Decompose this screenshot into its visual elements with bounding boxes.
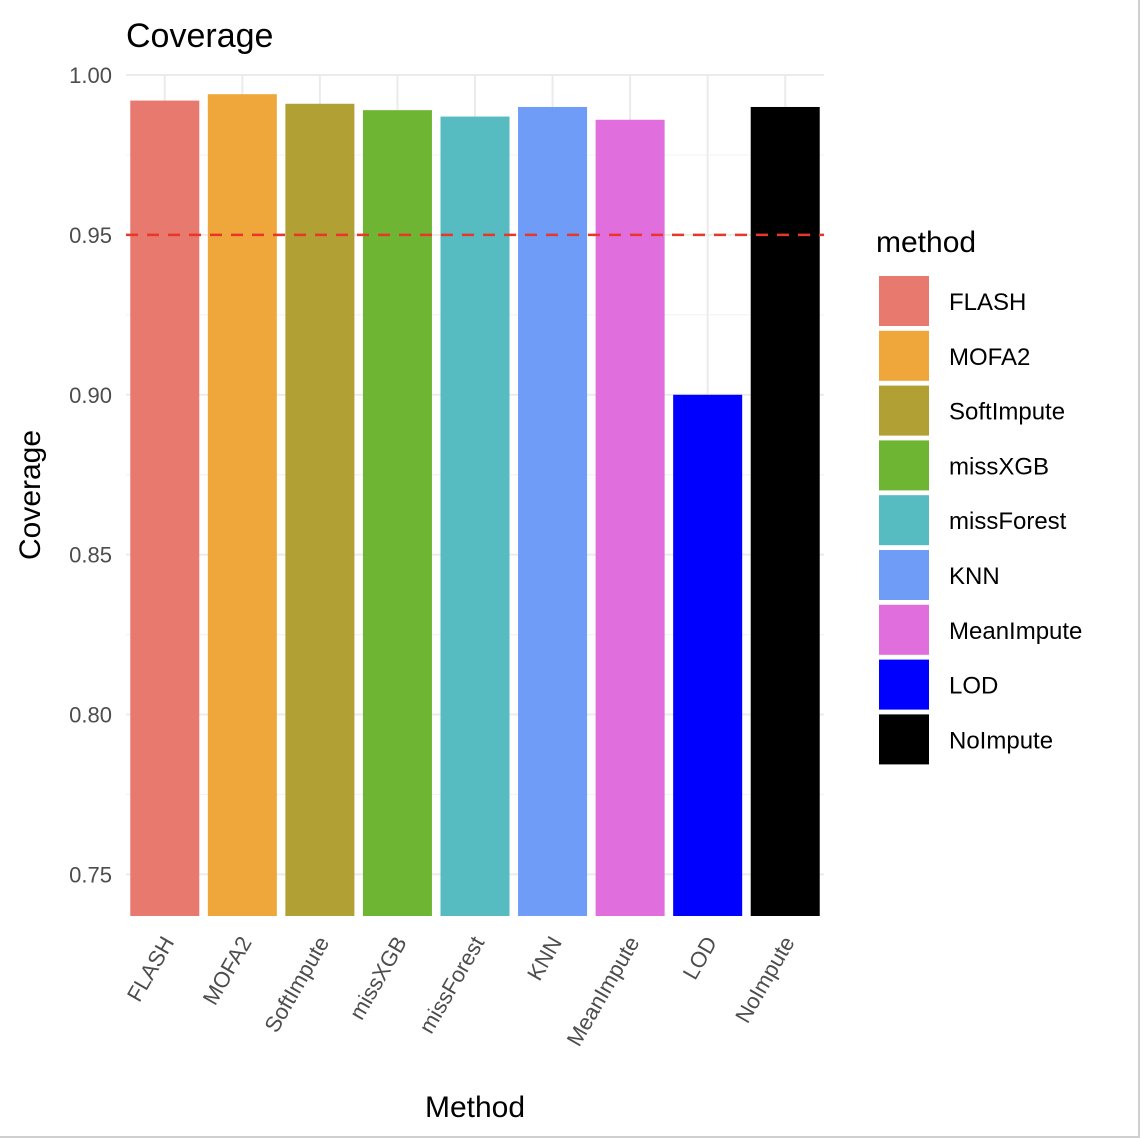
bars [130, 94, 820, 917]
x-tick-label: MOFA2 [198, 932, 257, 1009]
bar-MOFA2 [207, 94, 277, 917]
y-tick-label: 1.00 [69, 63, 112, 88]
x-axis-title: Method [425, 1091, 525, 1124]
bar-missXGB [362, 110, 432, 916]
bar-MeanImpute [595, 119, 665, 916]
legend-key-missXGB [879, 440, 929, 491]
legend-label-MeanImpute: MeanImpute [949, 618, 1082, 645]
x-tick-label: FLASH [122, 932, 179, 1006]
bar-SoftImpute [285, 103, 355, 916]
y-tick-label: 0.95 [69, 223, 112, 248]
x-tick-label: LOD [678, 932, 722, 984]
legend-label-missXGB: missXGB [949, 453, 1049, 480]
x-tick-label: SoftImpute [259, 932, 334, 1037]
bar-missForest [440, 116, 510, 917]
y-axis-ticks: 0.75 0.80 0.85 0.90 0.95 1.00 [69, 63, 112, 887]
y-tick-label: 0.90 [69, 383, 112, 408]
y-tick-label: 0.85 [69, 543, 112, 568]
bar-FLASH [130, 100, 200, 917]
legend-key-missForest [879, 495, 929, 546]
x-tick-label: missForest [414, 932, 489, 1038]
bar-NoImpute [750, 106, 820, 917]
chart-title: Coverage [126, 17, 273, 55]
x-tick-label: NoImpute [730, 932, 799, 1027]
y-tick-label: 0.75 [69, 862, 112, 887]
x-axis-ticks: FLASH MOFA2 SoftImpute missXGB missForest KNN… [122, 932, 800, 1050]
legend-key-LOD [879, 659, 929, 710]
x-tick-label: missXGB [344, 932, 411, 1024]
legend-key-MOFA2 [879, 330, 929, 381]
legend-key-FLASH [879, 276, 929, 326]
y-axis-title: Coverage [14, 430, 47, 560]
legend-key-MeanImpute [879, 604, 929, 655]
legend-label-MOFA2: MOFA2 [949, 344, 1030, 371]
legend-key-SoftImpute [879, 385, 929, 436]
y-tick-label: 0.80 [69, 703, 112, 728]
legend-label-SoftImpute: SoftImpute [949, 399, 1065, 426]
legend-label-KNN: KNN [949, 563, 1000, 590]
legend-label-NoImpute: NoImpute [949, 727, 1053, 754]
legend-title: method [876, 226, 976, 259]
legend-label-FLASH: FLASH [949, 289, 1026, 316]
x-tick-label: KNN [522, 932, 567, 985]
x-tick-label: MeanImpute [562, 932, 645, 1050]
bar-LOD [673, 394, 743, 916]
legend-label-missForest: missForest [949, 508, 1067, 535]
legend: method FLASH MOFA2 SoftImpute missXGB missFo… [876, 226, 1082, 765]
legend-label-LOD: LOD [949, 673, 998, 700]
legend-key-KNN [879, 550, 929, 600]
legend-key-NoImpute [879, 714, 929, 765]
bar-KNN [518, 106, 588, 917]
